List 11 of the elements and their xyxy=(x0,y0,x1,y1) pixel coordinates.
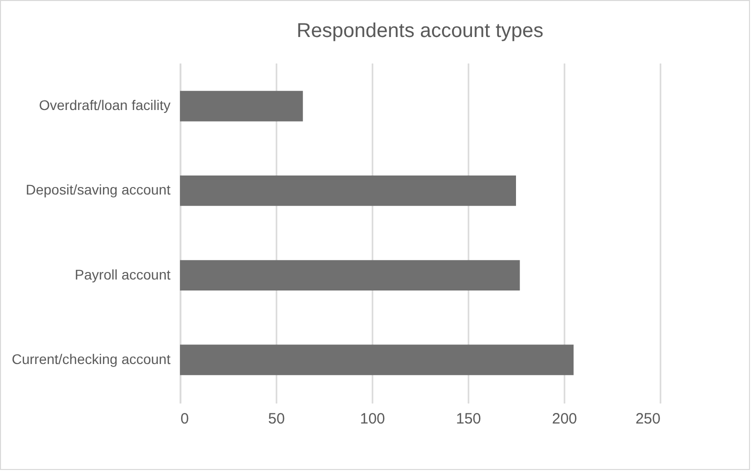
x-tick-label: 50 xyxy=(268,410,285,428)
x-tick-label: 0 xyxy=(180,410,189,428)
y-tick-label: Payroll account xyxy=(74,266,171,282)
chart-title: Respondents account types xyxy=(296,20,544,42)
x-tick-label: 250 xyxy=(635,410,660,428)
x-tick-label: 100 xyxy=(360,410,386,428)
x-tick-label: 200 xyxy=(552,410,578,428)
y-tick-label: Overdraft/loan facility xyxy=(39,97,170,114)
y-tick-label: Current/checking account xyxy=(12,350,171,367)
x-tick-label: 150 xyxy=(456,410,482,428)
y-tick-label: Deposit/saving account xyxy=(26,182,171,198)
